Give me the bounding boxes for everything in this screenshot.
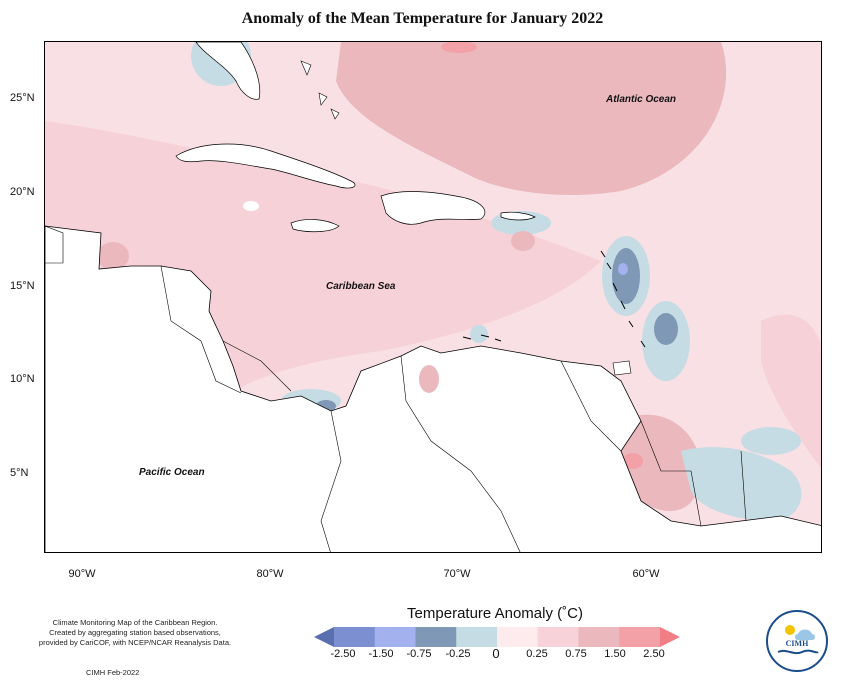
cimh-logo-graphic (777, 625, 819, 655)
puerto-rico-land (500, 211, 536, 221)
colorbar-segment (415, 627, 457, 647)
colorbar-segment (456, 627, 498, 647)
colorbar-segment (497, 627, 539, 647)
cuba-land (175, 143, 356, 189)
atlantic-ocean-label: Atlantic Ocean (606, 94, 677, 105)
x-tick-60w: 60°W (632, 568, 660, 580)
colorbar-segment (619, 627, 661, 647)
legend-label-neg0-25: -0.25 (445, 648, 471, 660)
map-title: Anomaly of the Mean Temperature for Janu… (241, 10, 604, 27)
y-tick-15n: 15°N (10, 280, 35, 292)
legend-label-0-75: 0.75 (565, 648, 587, 660)
curacao-cool-patch (470, 325, 488, 343)
colorbar-segment (374, 627, 416, 647)
legend-label-0-25: 0.25 (526, 648, 548, 660)
belize-warm-spot (97, 242, 129, 270)
colorbar-segment (537, 627, 579, 647)
paraguana-warm-patch (419, 365, 439, 393)
country-borders (160, 265, 747, 552)
legend-label-0: 0 (492, 646, 500, 661)
legend-label-2-50: 2.50 (643, 648, 665, 660)
atlantic-warm-region (336, 42, 727, 196)
credit-text: Climate Monitoring Map of the Caribbean … (30, 618, 240, 648)
florida-land (195, 42, 261, 100)
y-tick-20n: 20°N (10, 186, 35, 198)
suriname-cool-region (681, 447, 802, 521)
y-tick-10n: 10°N (10, 373, 35, 385)
x-tick-90w: 90°W (68, 568, 96, 580)
antilles-cold-spot (618, 263, 628, 275)
french-guiana-cool-patch (741, 427, 801, 455)
jamaica-land (290, 219, 340, 233)
credit-date: CIMH Feb-2022 (86, 668, 140, 677)
antilles-cool-core (612, 248, 640, 304)
caribbean-sea-label: Caribbean Sea (326, 281, 396, 292)
barbados-cool-core (654, 313, 678, 345)
map-area (44, 41, 822, 553)
legend-title: Temperature Anomaly (˚C) (407, 605, 583, 622)
mexico-border (45, 225, 64, 264)
credit-line-2: Created by aggregating station based obs… (49, 628, 221, 637)
bahamas-warm-patch (441, 42, 477, 53)
x-tick-80w: 80°W (256, 568, 284, 580)
legend-label-neg1-50: -1.50 (368, 648, 394, 660)
lesser-antilles-land (600, 250, 646, 348)
colorbar-segment (578, 627, 620, 647)
pacific-ocean-label: Pacific Ocean (139, 467, 205, 478)
credit-line-1: Climate Monitoring Map of the Caribbean … (52, 618, 218, 627)
colorbar-segment (334, 627, 376, 647)
anomaly-map (45, 42, 821, 552)
hispaniola-land (380, 191, 486, 225)
trinidad-land (612, 360, 632, 376)
y-tick-25n: 25°N (10, 92, 35, 104)
bahamas-land (300, 60, 340, 120)
y-tick-5n: 5°N (10, 467, 29, 479)
puerto-rico-warm-spot (511, 231, 535, 251)
x-tick-70w: 70°W (443, 568, 471, 580)
legend-label-1-50: 1.50 (604, 648, 626, 660)
guianas-hot-spot (623, 453, 643, 469)
abc-islands-land (462, 334, 502, 342)
cimh-logo-text: CIMH (785, 639, 809, 648)
colorbar-segment (314, 627, 334, 647)
credit-line-3: provided by CariCOF, with NCEP/NCAR Rean… (38, 638, 232, 647)
legend-colorbar (314, 627, 680, 647)
legend-label-neg2-50: -2.50 (330, 648, 356, 660)
cayman-neutral-spot (243, 201, 259, 211)
east-warm-region (761, 314, 821, 469)
cimh-logo: CIMH (766, 610, 828, 672)
colorbar-segment (660, 627, 680, 647)
legend-label-neg0-75: -0.75 (406, 648, 432, 660)
